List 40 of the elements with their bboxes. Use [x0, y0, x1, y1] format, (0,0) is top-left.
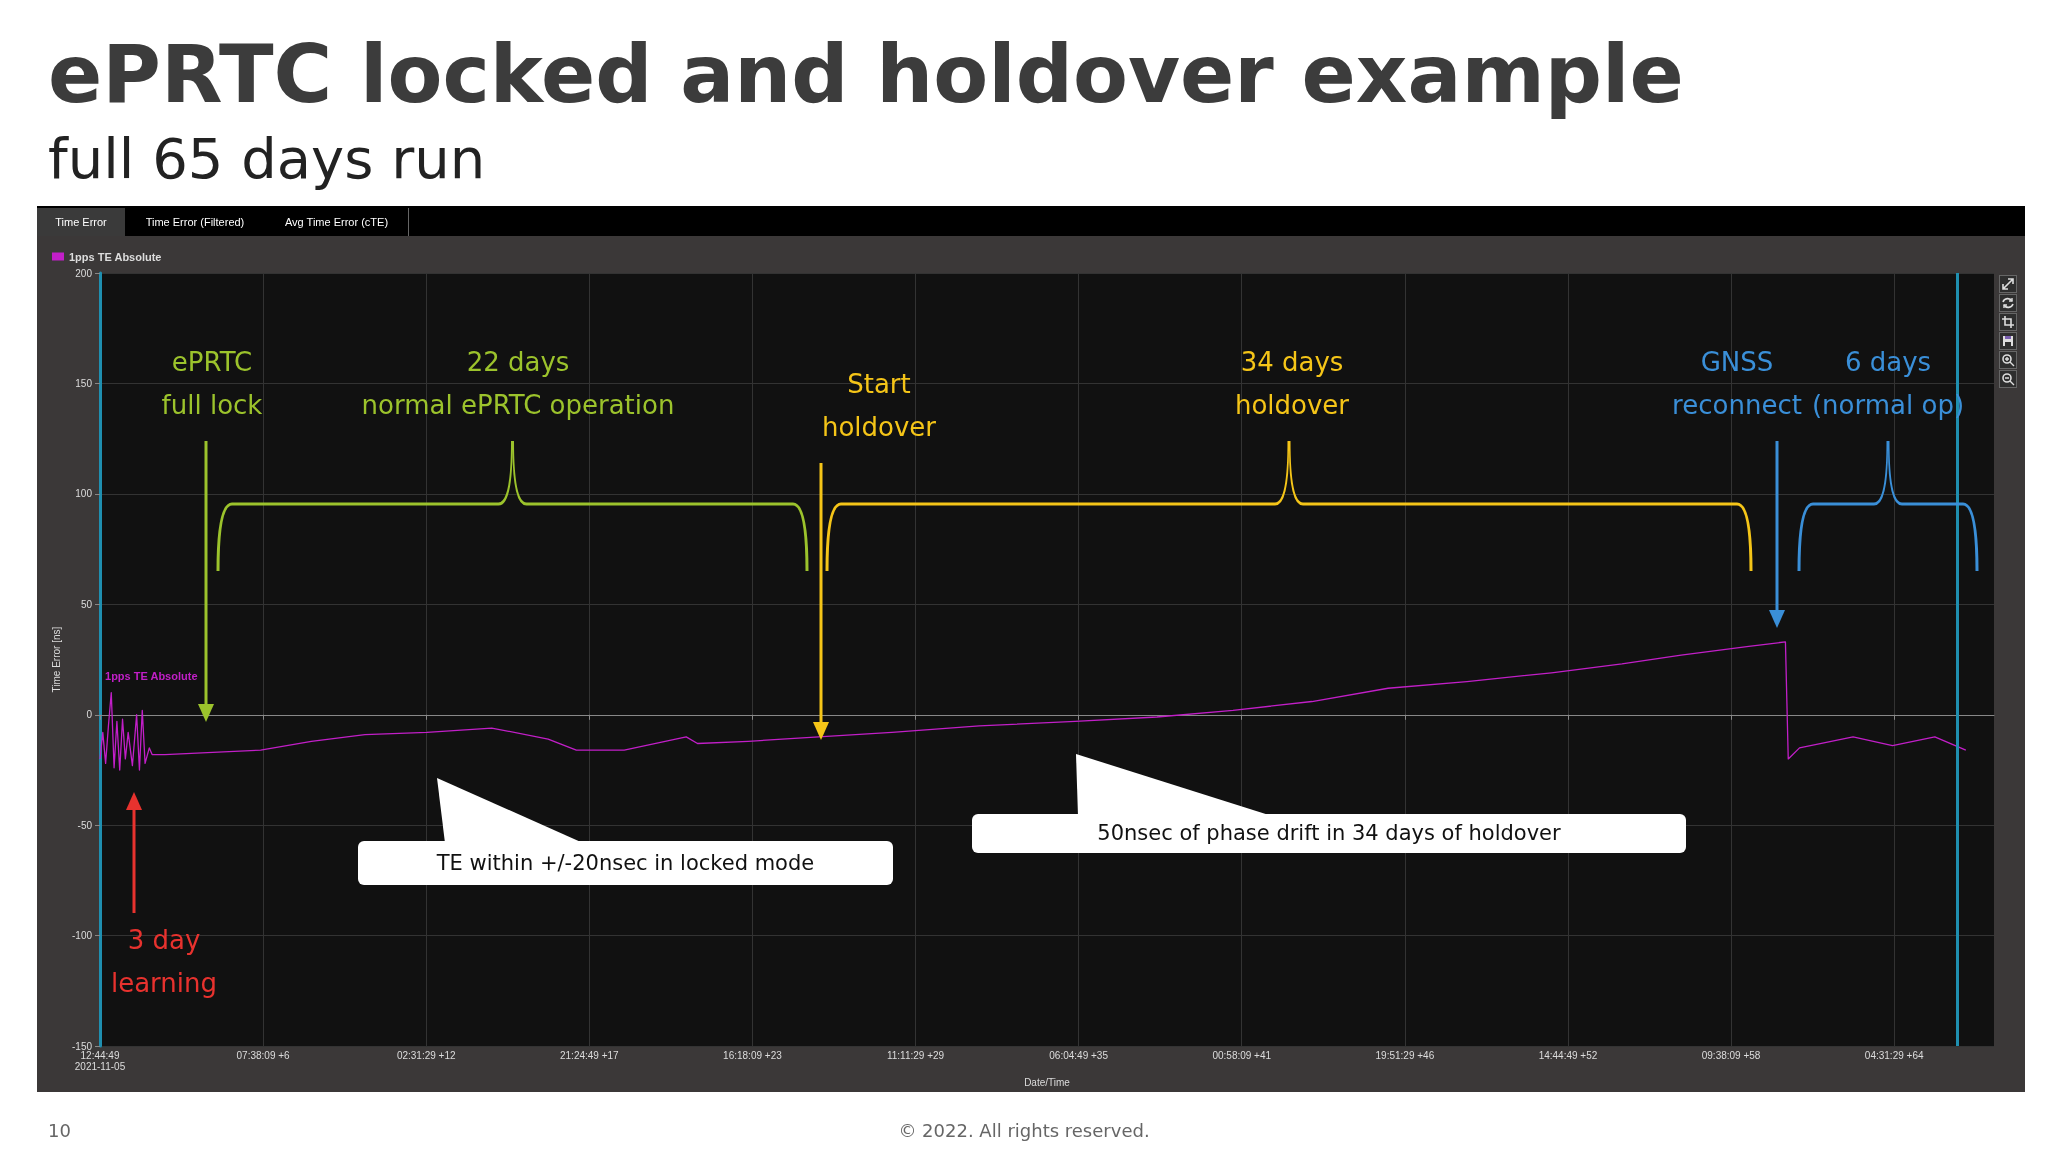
y-tick-label: 200 — [75, 267, 93, 279]
annotation: 34 days holdover — [1234, 346, 1350, 422]
annotation: Start holdover — [821, 368, 937, 444]
x-tick-label: 06:04:49 +35 — [1049, 1050, 1109, 1062]
x-tick-label: 00:58:09 +41 — [1212, 1050, 1272, 1062]
text: Time Error — [37, 208, 126, 236]
y-tick-label: 50 — [80, 598, 93, 610]
text: 10 — [48, 1120, 71, 1141]
text: 1pps TE Absolute — [105, 670, 198, 683]
text: Time Error (Filtered) — [125, 208, 266, 236]
y-tick-label: 0 — [86, 709, 93, 721]
x-tick-label: 04:31:29 +64 — [1864, 1050, 1924, 1062]
x-tick-label: 11:11:29 +29 — [886, 1050, 945, 1062]
chart-title: ePRTC locked and holdover example — [48, 28, 1684, 121]
annotation: 3 day learning — [110, 924, 218, 1000]
y-tick-label: -50 — [77, 819, 93, 831]
y-tick-label: 150 — [75, 377, 93, 389]
y-tick-label: 100 — [75, 488, 93, 500]
y-tick-label: -100 — [71, 930, 93, 942]
x-tick-label: 19:51:29 +46 — [1375, 1050, 1435, 1062]
annotation: TE within +/-20nsec in locked mode — [358, 841, 893, 885]
annotation: GNSS reconnect — [1672, 346, 1802, 422]
text: Avg Time Error (cTE) — [265, 208, 409, 236]
annotation: ePRTC full lock — [161, 346, 263, 422]
x-tick-label: 07:38:09 +6 — [236, 1050, 291, 1062]
y-tick-label: -150 — [71, 1040, 93, 1052]
x-tick-label: 16:18:09 +23 — [723, 1050, 783, 1062]
legend-label: 1pps TE Absolute — [69, 250, 162, 263]
x-axis-title: Date/Time — [1024, 1076, 1071, 1088]
x-tick-label: 02:31:29 +12 — [396, 1050, 456, 1062]
x-tick-label: 09:38:09 +58 — [1701, 1050, 1761, 1062]
annotation: 50nsec of phase drift in 34 days of holdover — [972, 814, 1686, 853]
y-axis-title: Time Error [ns] — [50, 626, 62, 693]
x-tick-label: 14:44:49 +52 — [1538, 1050, 1598, 1062]
chart-subtitle: full 65 days run — [48, 126, 486, 191]
annotation: 22 days normal ePRTC operation — [361, 346, 675, 422]
x-tick-label: 21:24:49 +17 — [559, 1050, 620, 1062]
text: © 2022. All rights reserved. — [898, 1120, 1150, 1141]
x-tick-label: 12:44:49 2021-11-05 — [74, 1050, 126, 1073]
line-series — [99, 641, 1967, 771]
